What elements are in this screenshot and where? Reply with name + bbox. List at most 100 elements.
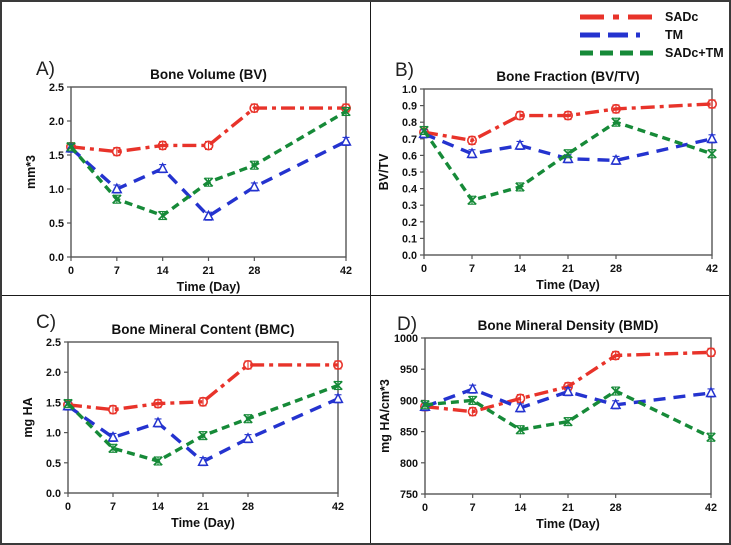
x-tick-label: 14 <box>514 502 526 514</box>
y-tick-label: 2.5 <box>49 82 64 94</box>
y-tick-label: 0.8 <box>402 117 417 129</box>
triangle-marker-icon <box>467 382 479 394</box>
circle-marker-icon <box>243 359 254 370</box>
series-SADc+TM <box>420 386 716 443</box>
y-axis-label: mg HA/cm*3 <box>378 379 392 453</box>
chart-title: Bone Mineral Density (BMD) <box>478 318 659 333</box>
y-axis-label: BV/TV <box>377 153 391 190</box>
y-axis-label: mm*3 <box>24 155 38 189</box>
chart-panel-bone-volume: A) Bone Volume (BV) Time (Day) mm*3 0.0 0.5 1.… <box>2 2 371 296</box>
triangle-marker-icon <box>705 386 717 398</box>
tm-line-swatch-icon <box>580 32 658 37</box>
bone-mineral-content-chart: C) Bone Mineral Content (BMC) Time (Day) mg… <box>21 312 344 530</box>
sadc-tm-line-swatch-icon <box>580 50 658 55</box>
x-tick-label: 42 <box>332 501 344 513</box>
x-tick-label: 28 <box>610 502 622 514</box>
x-tick-label: 42 <box>705 502 717 514</box>
y-tick-label: 1.5 <box>46 397 61 409</box>
triangle-marker-icon <box>610 153 622 165</box>
circle-marker-icon <box>706 98 717 109</box>
bone-mineral-density-chart: D) Bone Mineral Density (BMD) Time (Day) mg… <box>378 314 717 531</box>
y-tick-label: 0.7 <box>402 134 417 146</box>
series-SADc <box>418 98 717 146</box>
y-tick-label: 0.6 <box>402 150 417 162</box>
x-axis-label: Time (Day) <box>177 280 241 294</box>
y-tick-label: 0.1 <box>402 233 417 245</box>
circle-marker-icon <box>611 103 622 114</box>
triangle-marker-icon <box>466 147 478 159</box>
series-SADc+TM <box>66 106 351 221</box>
circle-marker-icon <box>198 396 209 407</box>
x-axis-label: Time (Day) <box>171 516 235 530</box>
triangle-marker-icon <box>242 432 254 443</box>
triangle-marker-icon <box>610 398 622 410</box>
circle-marker-icon <box>332 359 343 370</box>
triangle-marker-icon <box>107 431 119 442</box>
panel-letter: C) <box>36 312 56 333</box>
chart-title: Bone Fraction (BV/TV) <box>496 69 639 84</box>
circle-marker-icon <box>249 103 260 114</box>
y-tick-label: 0.5 <box>46 458 61 470</box>
x-tick-label: 21 <box>562 502 574 514</box>
circle-marker-icon <box>515 110 526 121</box>
y-tick-label: 1000 <box>394 333 418 345</box>
chart-panel-bone-fraction: B) Bone Fraction (BV/TV) Time (Day) BV/TV 0.… <box>371 2 729 296</box>
panel-letter: B) <box>395 60 414 81</box>
circle-marker-icon <box>203 140 214 151</box>
panel-letter: A) <box>36 59 55 80</box>
x-tick-label: 7 <box>470 502 476 514</box>
y-tick-label: 0.9 <box>402 101 417 113</box>
y-tick-label: 0.2 <box>402 217 417 229</box>
chart-panel-bone-mineral-density: D) Bone Mineral Density (BMD) Time (Day) mg… <box>371 296 729 543</box>
triangle-marker-icon <box>111 182 123 194</box>
legend: SADc TM SADc+TM <box>580 8 724 61</box>
x-axis-label: Time (Day) <box>536 278 600 292</box>
triangle-marker-icon <box>197 455 209 466</box>
series-SADc+TM <box>63 380 343 466</box>
triangle-marker-icon <box>706 132 718 144</box>
plot-area <box>70 86 347 258</box>
y-tick-label: 750 <box>400 489 418 501</box>
circle-marker-icon <box>563 110 574 121</box>
triangle-marker-icon <box>340 134 352 146</box>
y-tick-label: 1.5 <box>49 150 64 162</box>
triangle-marker-icon <box>202 209 215 221</box>
y-tick-label: 0.0 <box>49 252 64 264</box>
series-TM <box>419 382 717 413</box>
triangle-marker-icon <box>157 162 169 173</box>
y-tick-label: 0.0 <box>402 250 417 262</box>
legend-item-sadc-tm: SADc+TM <box>580 44 724 61</box>
triangle-marker-icon <box>248 180 260 192</box>
y-tick-label: 0.5 <box>49 218 64 230</box>
y-tick-label: 1.0 <box>46 428 61 440</box>
y-tick-label: 1.0 <box>49 184 64 196</box>
x-tick-label: 14 <box>157 265 169 277</box>
x-tick-label: 0 <box>65 501 71 513</box>
y-tick-label: 800 <box>400 458 418 470</box>
triangle-marker-icon <box>562 385 574 397</box>
x-tick-label: 21 <box>202 265 214 277</box>
y-tick-label: 2.0 <box>46 367 61 379</box>
y-tick-label: 0.3 <box>402 200 417 212</box>
series-SADc <box>62 359 343 415</box>
series-SADc+TM <box>419 117 717 206</box>
y-tick-label: 0.4 <box>402 184 417 196</box>
x-tick-label: 28 <box>610 263 622 275</box>
y-tick-label: 0.5 <box>402 167 417 179</box>
x-tick-label: 21 <box>562 263 574 275</box>
y-tick-label: 2.0 <box>49 116 64 128</box>
series-TM <box>62 392 344 467</box>
x-tick-label: 0 <box>421 263 427 275</box>
x-tick-label: 21 <box>197 501 209 513</box>
triangle-marker-icon <box>332 392 344 404</box>
bone-fraction-chart: B) Bone Fraction (BV/TV) Time (Day) BV/TV 0.… <box>377 60 718 292</box>
x-tick-label: 7 <box>110 501 116 513</box>
x-axis-label: Time (Day) <box>536 517 600 531</box>
circle-marker-icon <box>467 406 478 417</box>
chart-title: Bone Mineral Content (BMC) <box>112 322 295 337</box>
y-tick-label: 1.0 <box>402 84 417 96</box>
series-SADc <box>419 347 716 417</box>
x-tick-label: 14 <box>152 501 164 513</box>
circle-marker-icon <box>610 350 621 361</box>
